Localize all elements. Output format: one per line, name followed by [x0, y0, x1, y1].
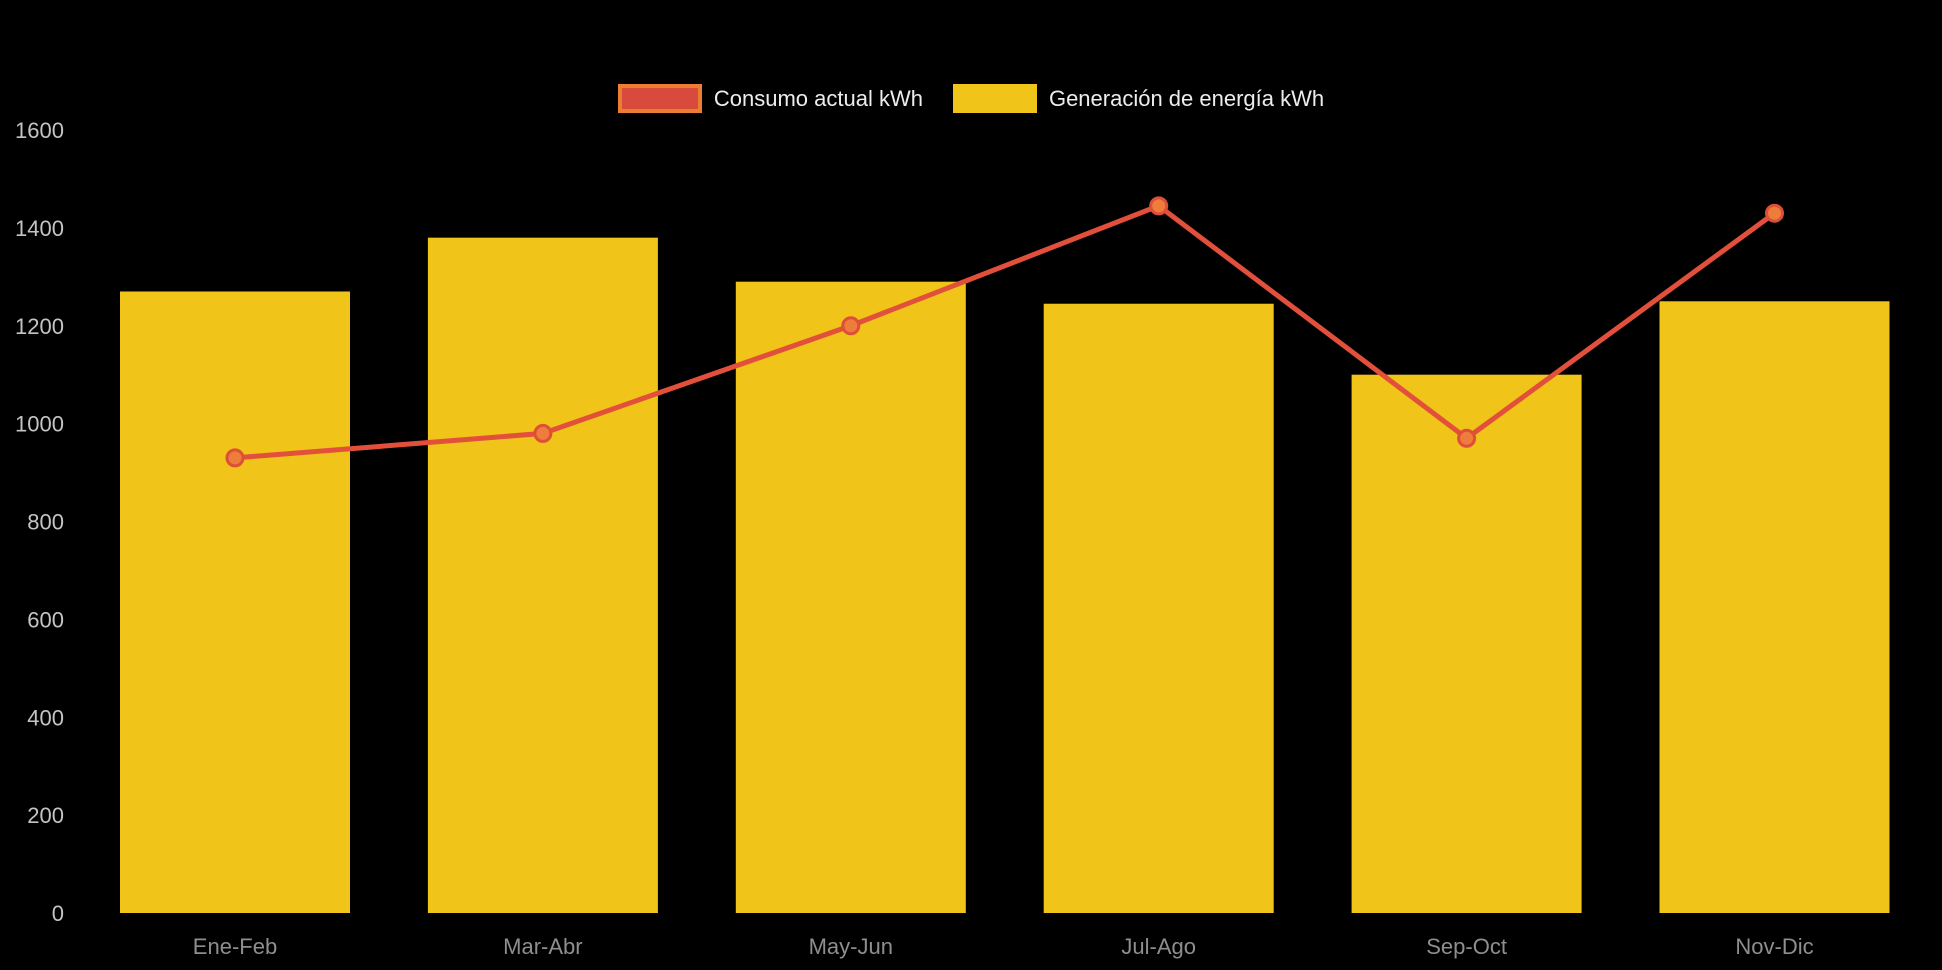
x-tick-label: Nov-Dic	[1735, 934, 1813, 959]
line-point-ene-feb[interactable]	[225, 448, 245, 468]
bar-jul-ago[interactable]	[1043, 303, 1274, 913]
y-tick-label: 0	[52, 901, 64, 926]
bar-nov-dic[interactable]	[1659, 301, 1890, 913]
bar-sep-oct[interactable]	[1351, 374, 1582, 913]
y-tick-label: 600	[27, 607, 64, 632]
line-point-may-jun[interactable]	[841, 316, 861, 336]
y-tick-label: 400	[27, 705, 64, 730]
line-point-nov-dic[interactable]	[1765, 203, 1784, 223]
y-tick-label: 1000	[15, 412, 64, 437]
generacion-swatch-icon	[952, 84, 1037, 113]
bar-mar-abr[interactable]	[427, 237, 658, 914]
legend-item-consumo[interactable]: Consumo actual kWh	[617, 84, 923, 113]
x-tick-label: May-Jun	[809, 934, 893, 959]
bar-may-jun[interactable]	[735, 281, 966, 913]
line-point-sep-oct[interactable]	[1457, 428, 1477, 448]
line-point-mar-abr[interactable]	[533, 423, 553, 443]
legend-label-consumo: Consumo actual kWh	[713, 85, 923, 111]
x-tick-label: Ene-Feb	[193, 934, 277, 959]
legend-label-generacion: Generación de energía kWh	[1048, 85, 1325, 111]
consumo-swatch-icon	[617, 84, 702, 113]
x-tick-label: Sep-Oct	[1426, 934, 1507, 959]
x-tick-label: Mar-Abr	[503, 934, 582, 959]
consumo-line	[232, 203, 1777, 461]
x-tick-label: Jul-Ago	[1121, 934, 1196, 959]
y-tick-label: 1400	[15, 216, 64, 241]
y-tick-label: 200	[27, 803, 64, 828]
chart-legend: Consumo actual kWh Generación de energía…	[0, 84, 1942, 113]
y-tick-label: 1600	[15, 118, 64, 143]
bar-ene-feb[interactable]	[120, 291, 350, 913]
y-tick-label: 1200	[15, 314, 64, 339]
legend-item-generacion[interactable]: Generación de energía kWh	[952, 84, 1325, 113]
line-point-jul-ago[interactable]	[1149, 196, 1169, 216]
y-tick-label: 800	[27, 510, 64, 535]
